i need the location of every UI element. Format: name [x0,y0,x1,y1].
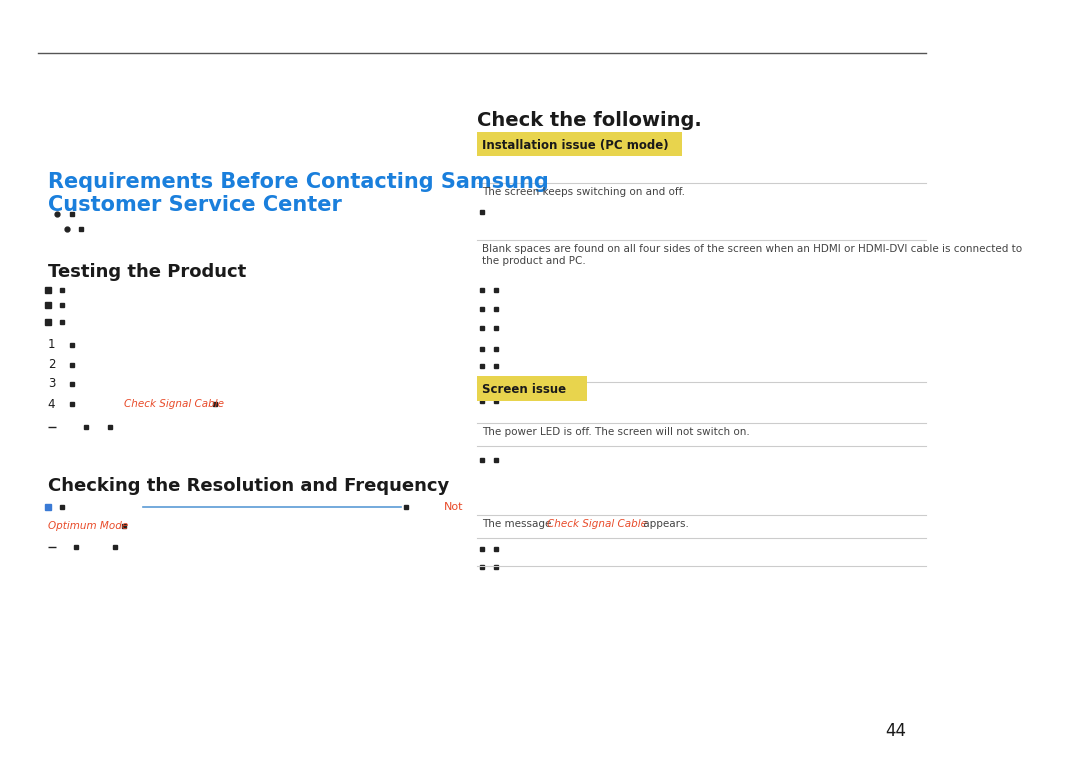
Text: appears.: appears. [640,519,689,529]
Text: Checking the Resolution and Frequency: Checking the Resolution and Frequency [48,477,449,495]
Text: Screen issue: Screen issue [482,383,566,397]
Text: Not: Not [444,502,463,513]
FancyBboxPatch shape [477,132,683,156]
Text: 2: 2 [48,358,55,372]
Text: Check Signal Cable: Check Signal Cable [546,519,647,529]
Text: Installation issue (PC mode): Installation issue (PC mode) [482,139,669,153]
Text: Optimum Mode: Optimum Mode [48,521,127,532]
Text: The screen keeps switching on and off.: The screen keeps switching on and off. [482,187,685,197]
Text: 44: 44 [886,722,906,740]
Text: Requirements Before Contacting Samsung
Customer Service Center: Requirements Before Contacting Samsung C… [48,172,549,215]
Text: Check the following.: Check the following. [477,111,702,130]
FancyBboxPatch shape [477,376,586,401]
Text: Check Signal Cable: Check Signal Cable [124,399,224,410]
Text: 4: 4 [48,398,55,411]
Text: The power LED is off. The screen will not switch on.: The power LED is off. The screen will no… [482,427,750,437]
Text: The message: The message [482,519,554,529]
Text: Blank spaces are found on all four sides of the screen when an HDMI or HDMI-DVI : Blank spaces are found on all four sides… [482,244,1022,266]
Text: Testing the Product: Testing the Product [48,263,246,282]
Text: 1: 1 [48,338,55,352]
Text: 3: 3 [48,377,55,391]
